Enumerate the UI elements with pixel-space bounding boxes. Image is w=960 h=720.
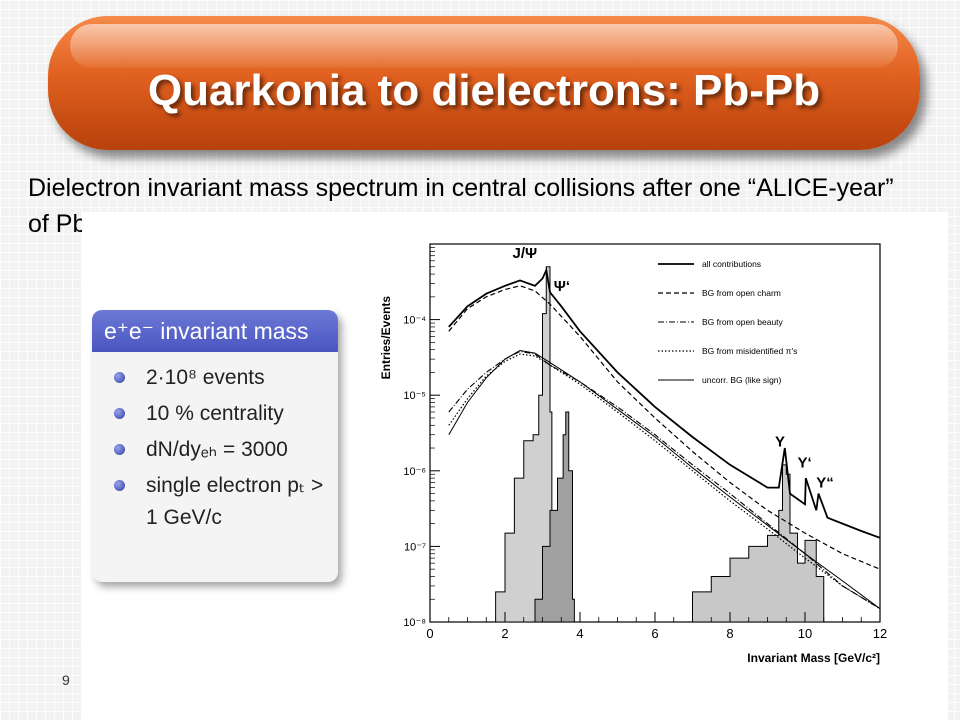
x-tick-label: 10 — [798, 626, 812, 641]
y-axis-label: Entries/Events — [379, 296, 393, 380]
x-axis-label: Invariant Mass [GeV/c²] — [747, 651, 880, 665]
x-tick-label: 6 — [651, 626, 658, 641]
info-box-header: e⁺e⁻ invariant mass — [92, 310, 338, 352]
chart-legend: all contributions BG from open charm BG fr… — [658, 259, 797, 385]
list-item-text: dN/dyₑₕ = 3000 — [146, 438, 288, 461]
histogram-1 — [534, 411, 575, 623]
bullet-icon — [114, 444, 125, 455]
bullet-icon — [114, 408, 125, 419]
slide-number: 9 — [62, 672, 70, 688]
y-tick-label: 10⁻⁵ — [403, 390, 426, 402]
legend-label: BG from open beauty — [702, 317, 784, 327]
histogram-layer — [486, 266, 825, 623]
list-item: 10 % centrality — [92, 398, 338, 430]
y-tick-label: 10⁻⁶ — [403, 466, 426, 478]
legend-label: all contributions — [702, 259, 761, 269]
series-line-4 — [448, 349, 881, 610]
list-item: 2·10⁸ events — [92, 362, 338, 394]
y-tick-label: 10⁻⁸ — [403, 617, 426, 629]
bullet-icon — [114, 480, 125, 491]
list-item-text: 2·10⁸ events — [146, 366, 265, 389]
slide-title: Quarkonia to dielectrons: Pb-Pb — [147, 66, 821, 115]
peak-annotation: J/Ψ — [513, 245, 538, 262]
series-line-0 — [448, 267, 881, 539]
x-tick-label: 8 — [726, 626, 733, 641]
x-tick-label: 2 — [501, 626, 508, 641]
histogram-2 — [673, 464, 825, 623]
legend-label: BG from misidentified π's — [702, 346, 797, 356]
list-item: dN/dyₑₕ = 3000 — [92, 434, 338, 466]
list-item-text: single electron pₜ > 1 GeV/c — [146, 474, 324, 529]
x-tick-label: 12 — [873, 626, 887, 641]
series-layer — [448, 267, 881, 610]
y-tick-label: 10⁻⁴ — [403, 315, 426, 327]
y-tick-label: 10⁻⁷ — [404, 541, 426, 553]
annotation-layer: J/Ψ Ψ‘ Υ Υ‘Υ“ — [513, 245, 834, 491]
x-tick-label: 0 — [426, 626, 433, 641]
series-line-1 — [448, 285, 881, 570]
plot-container: 0 2 4 6 8 10 12 10⁻⁸ 10⁻⁷ 10⁻⁶ 10⁻⁵ 10⁻⁴ J/Ψ Ψ‘ Υ Υ‘ Υ“… — [368, 236, 908, 670]
histogram-0 — [486, 266, 553, 623]
series-line-2 — [448, 350, 881, 610]
axis-layer: 0 2 4 6 8 10 12 10⁻⁸ 10⁻⁷ 10⁻⁶ 10⁻⁵ 10⁻⁴ — [403, 247, 887, 641]
legend-label: uncorr. BG (like sign) — [702, 375, 782, 385]
x-tick-label: 4 — [576, 626, 583, 641]
list-item: single electron pₜ > 1 GeV/c — [92, 470, 338, 534]
info-box: e⁺e⁻ invariant mass 2·10⁸ events 10 % ce… — [92, 310, 338, 582]
list-item-text: 10 % centrality — [146, 402, 284, 425]
title-bar: Quarkonia to dielectrons: Pb-Pb — [48, 16, 920, 150]
legend-label: BG from open charm — [702, 288, 781, 298]
peak-annotation: Υ‘ — [798, 455, 812, 472]
mass-spectrum-chart: 0 2 4 6 8 10 12 10⁻⁸ 10⁻⁷ 10⁻⁶ 10⁻⁵ 10⁻⁴ J/Ψ Ψ‘ Υ Υ‘Υ“… — [379, 243, 887, 665]
info-box-list: 2·10⁸ events 10 % centrality dN/dyₑₕ = 3… — [92, 352, 338, 534]
peak-annotation: Ψ‘ — [554, 278, 570, 295]
bullet-icon — [114, 372, 125, 383]
peak-annotation: Υ“ — [816, 475, 834, 492]
peak-annotation: Υ — [775, 433, 785, 450]
